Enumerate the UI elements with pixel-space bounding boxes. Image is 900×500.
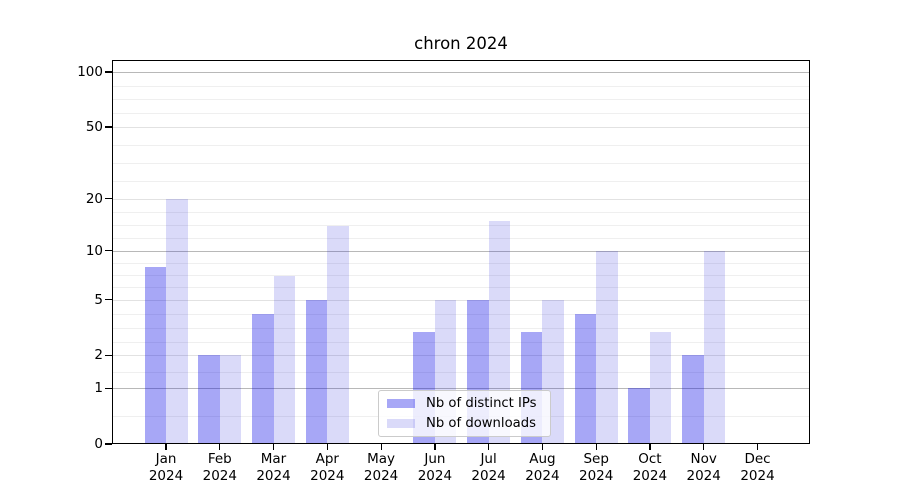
gridline-minor bbox=[112, 327, 810, 329]
gridline-major bbox=[112, 71, 810, 73]
gridline-minor bbox=[112, 224, 810, 226]
y-tick-mark bbox=[105, 298, 112, 301]
gridline-minor bbox=[112, 144, 810, 146]
bar-downloads bbox=[488, 220, 511, 444]
gridline-minor bbox=[112, 287, 810, 289]
legend-label-downloads: Nb of downloads bbox=[426, 416, 536, 431]
gridline-minor bbox=[112, 341, 810, 343]
x-tick-label: Apr 2024 bbox=[310, 451, 345, 484]
x-tick-label: Feb 2024 bbox=[202, 451, 237, 484]
gridline-minor bbox=[112, 85, 810, 87]
x-tick-label: Jan 2024 bbox=[148, 451, 184, 484]
gridline-minor bbox=[112, 237, 810, 239]
x-tick-mark bbox=[272, 444, 275, 450]
x-tick-mark bbox=[649, 444, 651, 450]
y-tick-label: 100 bbox=[77, 63, 103, 80]
y-tick-mark bbox=[105, 250, 112, 252]
legend-label-ips: Nb of distinct IPs bbox=[426, 396, 537, 411]
legend-swatch-ips bbox=[387, 398, 415, 409]
y-tick-label: 0 bbox=[94, 436, 103, 452]
x-tick-mark bbox=[434, 444, 436, 450]
bar-distinct-ips bbox=[682, 355, 704, 444]
y-tick-mark bbox=[105, 197, 112, 200]
chart-title: chron 2024 bbox=[414, 34, 508, 53]
x-tick-label: Sep 2024 bbox=[579, 451, 614, 484]
y-tick-mark bbox=[105, 354, 112, 357]
x-tick-label: Nov 2024 bbox=[686, 451, 721, 484]
y-tick-label: 10 bbox=[85, 242, 103, 259]
x-tick-label: Mar 2024 bbox=[256, 451, 291, 484]
y-tick-mark bbox=[105, 387, 112, 389]
x-tick-mark bbox=[703, 444, 705, 450]
bar-distinct-ips bbox=[198, 355, 220, 444]
y-tick-mark bbox=[105, 126, 112, 128]
x-tick-mark bbox=[541, 444, 544, 450]
x-tick-label: Dec 2024 bbox=[740, 451, 775, 484]
gridline-minor bbox=[112, 211, 810, 213]
x-tick-label: Oct 2024 bbox=[632, 451, 668, 484]
gridline-mid bbox=[112, 355, 810, 357]
x-tick-mark bbox=[488, 444, 490, 450]
bar-downloads bbox=[703, 250, 726, 444]
bar-distinct-ips bbox=[305, 299, 328, 444]
legend-item-downloads: Nb of downloads bbox=[387, 416, 542, 431]
gridline-minor bbox=[112, 162, 810, 164]
y-tick-mark bbox=[105, 71, 112, 73]
gridline-minor bbox=[112, 313, 810, 315]
x-tick-mark bbox=[219, 444, 221, 450]
bar-downloads bbox=[649, 332, 672, 444]
gridline-minor bbox=[112, 262, 810, 264]
y-tick-label: 2 bbox=[94, 347, 103, 364]
gridline-minor bbox=[112, 371, 810, 373]
legend: Nb of distinct IPs Nb of downloads bbox=[378, 390, 551, 437]
y-tick-label: 50 bbox=[85, 119, 103, 135]
bar-downloads bbox=[273, 276, 295, 444]
x-tick-label: Jul 2024 bbox=[471, 451, 506, 484]
x-tick-label: Aug 2024 bbox=[525, 451, 560, 484]
legend-swatch-downloads bbox=[387, 418, 415, 429]
y-tick-label: 1 bbox=[94, 380, 103, 397]
y-tick-mark bbox=[105, 443, 112, 445]
legend-item-ips: Nb of distinct IPs bbox=[387, 396, 542, 411]
x-tick-mark bbox=[756, 444, 759, 450]
x-tick-mark bbox=[380, 444, 382, 450]
gridline-mid bbox=[112, 299, 810, 301]
bar-distinct-ips bbox=[252, 314, 274, 444]
gridline-mid bbox=[112, 127, 810, 128]
bar-distinct-ips bbox=[144, 266, 166, 444]
gridline-major bbox=[112, 388, 810, 390]
x-tick-mark bbox=[165, 444, 167, 450]
x-tick-mark bbox=[326, 444, 328, 450]
gridline-minor bbox=[112, 180, 810, 182]
gridline-mid bbox=[112, 198, 810, 200]
x-tick-label: May 2024 bbox=[363, 451, 399, 484]
bar-downloads bbox=[219, 355, 242, 444]
bar-distinct-ips bbox=[628, 388, 650, 444]
gridline-minor bbox=[112, 99, 810, 101]
bar-distinct-ips bbox=[574, 314, 597, 444]
x-tick-mark bbox=[595, 444, 597, 450]
gridline-minor bbox=[112, 113, 810, 115]
bar-downloads bbox=[166, 198, 188, 444]
gridline-major bbox=[112, 250, 810, 252]
y-tick-label: 20 bbox=[85, 190, 103, 207]
gridline-minor bbox=[112, 275, 810, 277]
bar-downloads bbox=[327, 225, 349, 444]
bar-downloads bbox=[596, 250, 618, 444]
x-tick-label: Jun 2024 bbox=[417, 451, 453, 484]
y-tick-label: 5 bbox=[94, 291, 103, 308]
